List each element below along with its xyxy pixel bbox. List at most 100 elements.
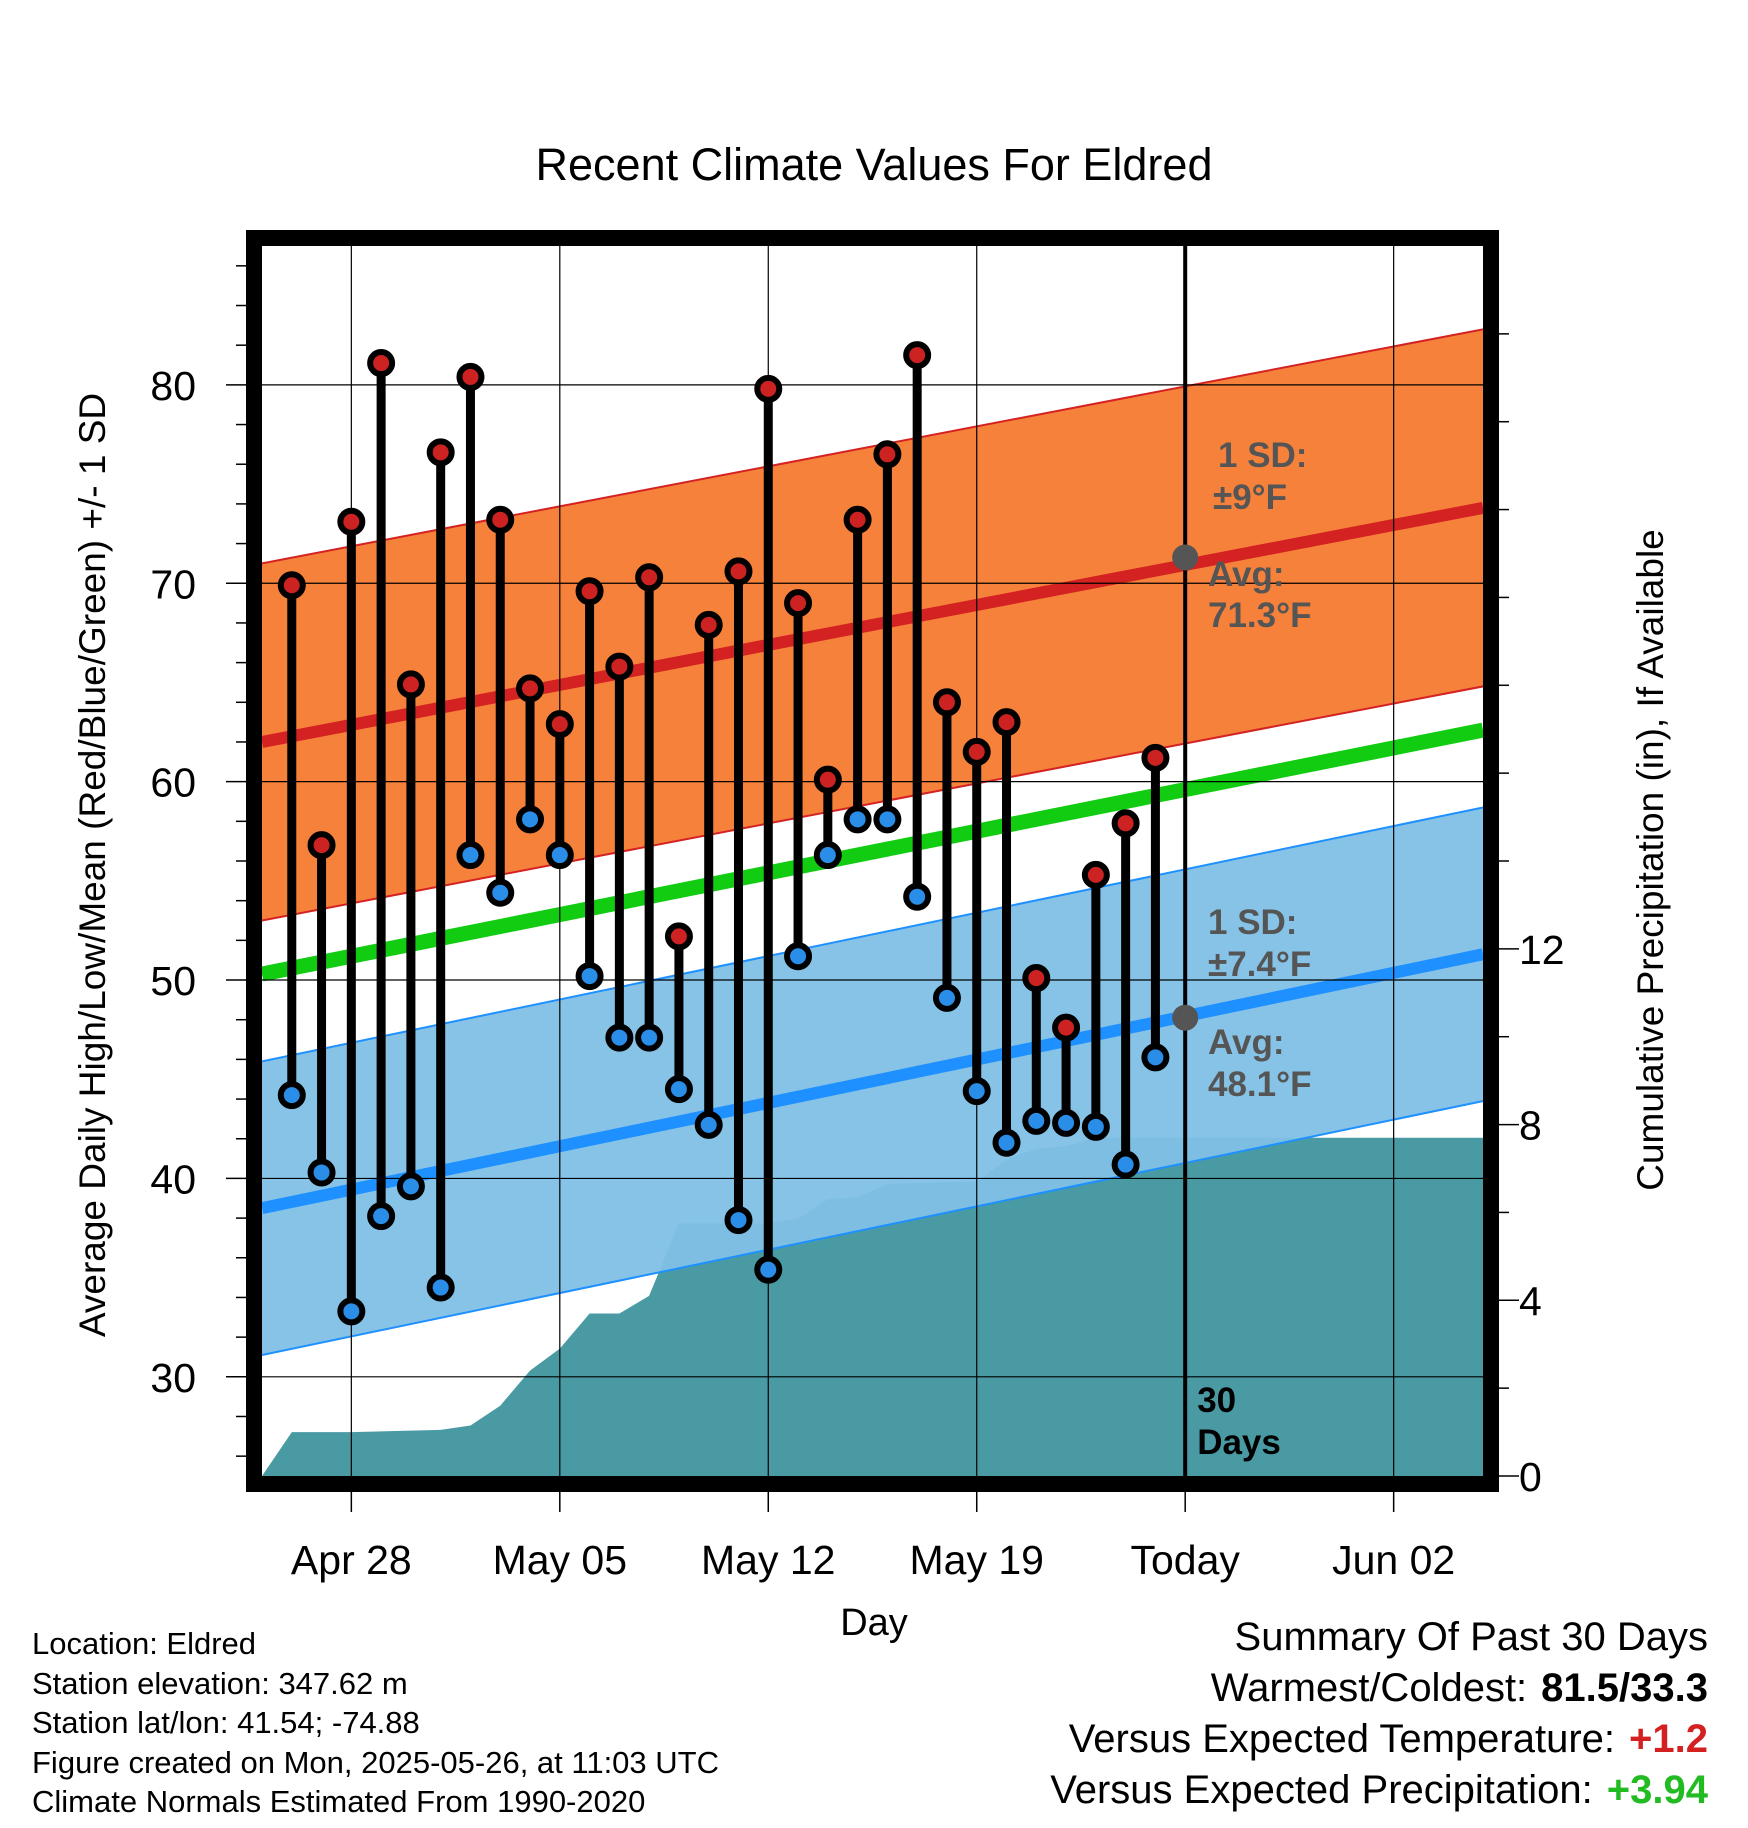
temp-anomaly-label: Versus Expected Temperature: xyxy=(1068,1717,1616,1761)
daily-high-marker xyxy=(605,652,634,681)
y-tick-label: 70 xyxy=(150,561,196,607)
x-tick-label: May 19 xyxy=(910,1537,1044,1583)
x-tick-label: Jun 02 xyxy=(1332,1537,1455,1583)
normal-low-band-upper-edge xyxy=(262,806,1483,1063)
daily-low-marker xyxy=(1111,1150,1140,1179)
daily-high-marker xyxy=(784,589,813,618)
summary-title: Summary Of Past 30 Days xyxy=(1234,1615,1708,1659)
today-low-avg-marker xyxy=(1172,1004,1199,1031)
daily-high-marker xyxy=(307,831,336,860)
daily-high-marker xyxy=(367,349,396,378)
elevation-text: Station elevation: 347.62 m xyxy=(32,1665,408,1701)
daily-high-marker xyxy=(843,505,872,534)
temp-anomaly-value: +1.2 xyxy=(1629,1717,1708,1761)
normal-high-band-upper-edge xyxy=(262,328,1483,565)
x-tick-label: May 12 xyxy=(701,1537,835,1583)
today-high-avg-marker xyxy=(1172,544,1199,571)
daily-low-marker xyxy=(1141,1043,1170,1072)
daily-low-marker xyxy=(367,1202,396,1231)
daily-high-marker xyxy=(813,765,842,794)
warmest-coldest-value: 81.5/33.3 xyxy=(1541,1666,1708,1710)
daily-high-marker xyxy=(664,922,693,951)
y2-tick-label: 12 xyxy=(1519,927,1565,973)
daily-low-marker xyxy=(337,1297,366,1326)
y-tick-label: 80 xyxy=(150,363,196,409)
daily-low-marker xyxy=(277,1081,306,1110)
daily-low-marker xyxy=(605,1023,634,1052)
plot-frame xyxy=(246,230,1499,1492)
daily-low-marker xyxy=(992,1128,1021,1157)
temp-anomaly-row: Versus Expected Temperature: +1.2 xyxy=(1050,1714,1708,1765)
daily-high-marker xyxy=(962,737,991,766)
x-axis-label: Day xyxy=(840,1602,908,1644)
daily-high-marker xyxy=(694,610,723,639)
y-tick-label: 40 xyxy=(150,1156,196,1202)
daily-high-marker xyxy=(992,708,1021,737)
low-avg-value: 48.1°F xyxy=(1208,1065,1312,1104)
daily-high-marker xyxy=(754,374,783,403)
warmest-coldest-row: Warmest/Coldest: 81.5/33.3 xyxy=(1050,1663,1708,1714)
daily-low-marker xyxy=(843,805,872,834)
chart-title: Recent Climate Values For Eldred xyxy=(536,139,1213,190)
y2-tick-label: 4 xyxy=(1519,1278,1542,1324)
normal-low-line xyxy=(262,948,1483,1215)
x-tick-label: Today xyxy=(1130,1537,1240,1583)
daily-low-marker xyxy=(694,1110,723,1139)
high-avg-label: Avg: xyxy=(1208,555,1284,594)
low-sd-value: ±7.4°F xyxy=(1208,945,1311,984)
warmest-coldest-label: Warmest/Coldest: xyxy=(1210,1666,1528,1710)
daily-high-marker xyxy=(932,688,961,717)
daily-low-marker xyxy=(307,1158,336,1187)
daily-high-marker xyxy=(396,670,425,699)
daily-high-marker xyxy=(486,505,515,534)
precip-area xyxy=(262,1137,1483,1476)
daily-high-marker xyxy=(1111,809,1140,838)
daily-low-marker xyxy=(486,878,515,907)
daily-high-marker xyxy=(516,674,545,703)
daily-low-marker xyxy=(1052,1108,1081,1137)
daily-low-marker xyxy=(575,962,604,991)
daily-low-marker xyxy=(932,983,961,1012)
y-tick-label: 50 xyxy=(150,958,196,1004)
normal-high-band-lower-edge xyxy=(262,685,1483,922)
daily-high-marker xyxy=(426,438,455,467)
today-window-label-number: 30 xyxy=(1197,1381,1236,1420)
normal-mean-line xyxy=(262,722,1483,982)
normal-low-band-lower-edge xyxy=(262,1100,1483,1356)
y-tick-label: 30 xyxy=(150,1355,196,1401)
daily-low-marker xyxy=(635,1023,664,1052)
daily-low-marker xyxy=(426,1273,455,1302)
daily-high-marker xyxy=(456,362,485,391)
daily-high-marker xyxy=(1022,964,1051,993)
daily-high-marker xyxy=(337,507,366,536)
daily-low-marker xyxy=(754,1255,783,1284)
y-axis-label: Average Daily High/Low/Mean (Red/Blue/Gr… xyxy=(72,393,113,1337)
daily-low-marker xyxy=(873,805,902,834)
daily-high-marker xyxy=(277,571,306,600)
normals-text: Climate Normals Estimated From 1990-2020 xyxy=(32,1784,646,1819)
low-sd-label: 1 SD: xyxy=(1208,903,1297,942)
precip-anomaly-row: Versus Expected Precipitation: +3.94 xyxy=(1050,1765,1708,1816)
daily-high-marker xyxy=(635,563,664,592)
high-avg-value: 71.3°F xyxy=(1208,596,1312,635)
normal-high-line xyxy=(262,501,1483,748)
daily-low-marker xyxy=(1022,1106,1051,1135)
location-text: Location: Eldred xyxy=(32,1626,257,1661)
y2-tick-label: 0 xyxy=(1519,1454,1542,1500)
precip-anomaly-label: Versus Expected Precipitation: xyxy=(1050,1768,1593,1812)
created-text: Figure created on Mon, 2025-05-26, at 11… xyxy=(32,1744,719,1780)
y2-axis-label: Cumulative Precipitation (in), If Availa… xyxy=(1630,529,1671,1191)
daily-low-marker xyxy=(664,1075,693,1104)
daily-high-marker xyxy=(1081,860,1110,889)
y2-tick-label: 8 xyxy=(1519,1103,1542,1149)
x-tick-label: May 05 xyxy=(493,1537,627,1583)
high-sd-label: 1 SD: xyxy=(1218,436,1307,475)
low-avg-label: Avg: xyxy=(1208,1023,1284,1062)
daily-high-marker xyxy=(1052,1013,1081,1042)
daily-low-marker xyxy=(962,1077,991,1106)
daily-low-marker xyxy=(516,805,545,834)
daily-low-marker xyxy=(903,882,932,911)
daily-low-marker xyxy=(724,1206,753,1235)
